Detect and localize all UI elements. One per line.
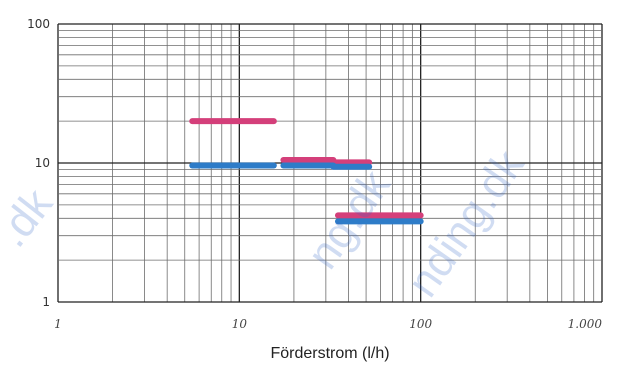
y-tick-label: 1 [42, 295, 50, 309]
y-tick-label: 100 [27, 17, 50, 31]
tick-labels: 1 10 100 1 10 100 1.000 [27, 17, 602, 331]
watermark-text: .dk [0, 179, 63, 256]
x-tick-label: 10 [232, 317, 248, 331]
x-tick-label: 100 [409, 317, 432, 331]
x-tick-label: 1.000 [568, 317, 603, 331]
series-layer [189, 118, 424, 225]
y-tick-label: 10 [35, 156, 50, 170]
x-tick-label: 1 [54, 317, 62, 331]
x-axis-title: Förderstrom (l/h) [270, 345, 389, 362]
